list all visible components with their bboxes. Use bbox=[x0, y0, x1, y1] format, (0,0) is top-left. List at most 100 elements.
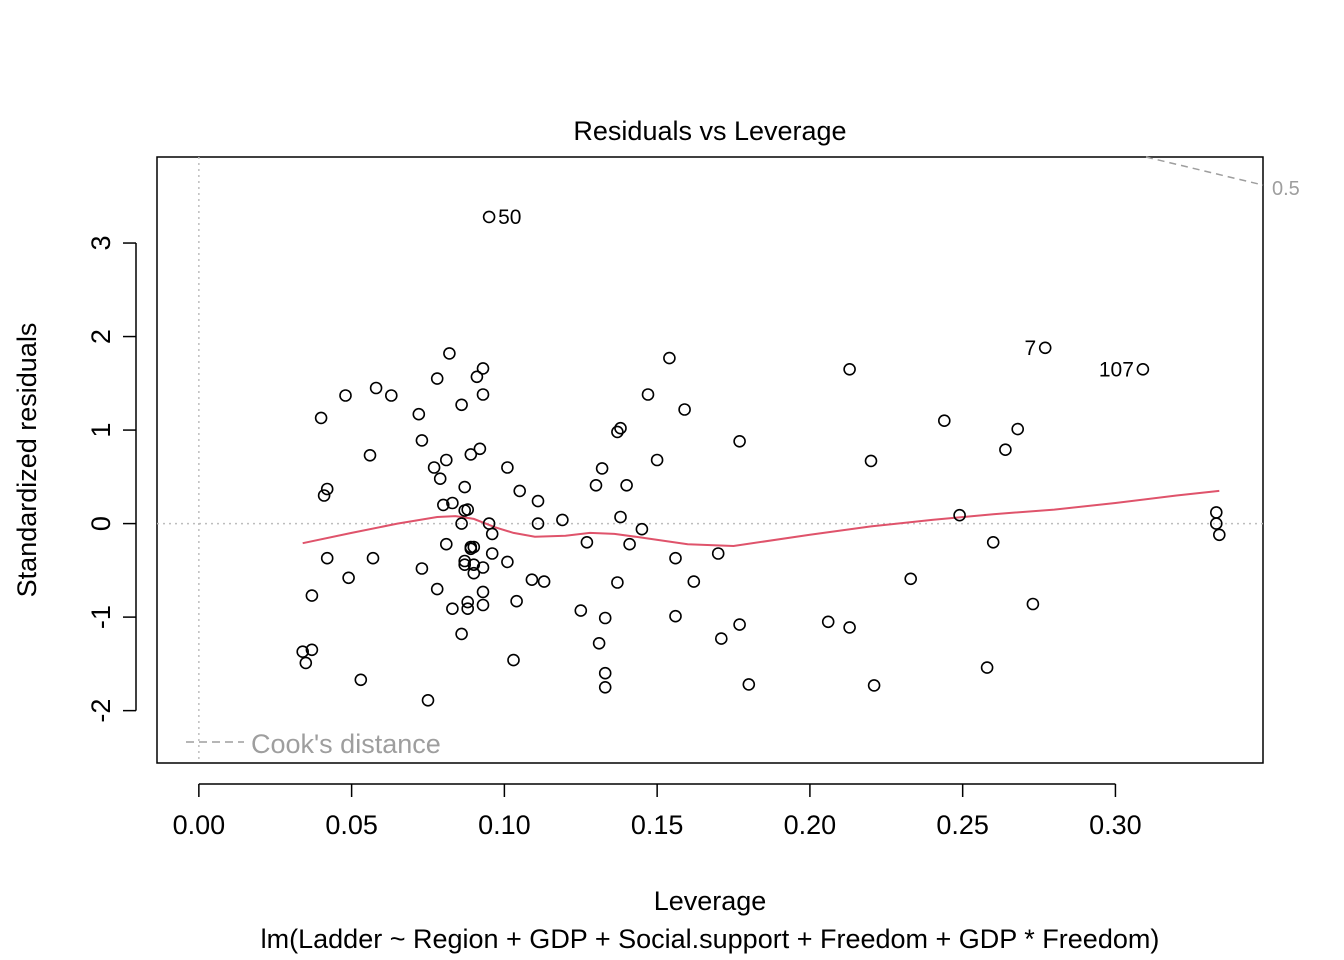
data-point bbox=[320, 482, 334, 496]
data-point bbox=[980, 661, 994, 674]
data-point bbox=[678, 403, 691, 416]
data-point bbox=[461, 602, 475, 616]
data-point bbox=[953, 508, 966, 522]
data-point bbox=[1210, 506, 1223, 519]
data-point bbox=[611, 576, 624, 589]
data-point bbox=[904, 572, 918, 586]
data-point bbox=[507, 653, 520, 667]
data-point bbox=[843, 621, 856, 634]
point-label-7: 7 bbox=[1024, 337, 1036, 360]
x-tick-label: 0.00 bbox=[173, 810, 226, 840]
point-labels-group: 50 7 107 bbox=[498, 206, 1134, 381]
data-point bbox=[1136, 362, 1150, 376]
data-point bbox=[650, 453, 664, 467]
data-point bbox=[1210, 517, 1223, 530]
data-point bbox=[531, 494, 545, 508]
data-point bbox=[611, 425, 624, 439]
data-point bbox=[464, 448, 478, 461]
x-tick-label: 0.20 bbox=[784, 810, 837, 840]
data-point bbox=[461, 595, 475, 609]
data-point bbox=[415, 434, 429, 447]
data-point bbox=[620, 478, 633, 492]
cooks-distance-contour bbox=[1145, 156, 1264, 186]
data-point bbox=[296, 645, 310, 659]
data-point bbox=[455, 398, 468, 412]
data-point bbox=[369, 381, 383, 395]
data-point bbox=[461, 503, 475, 516]
data-point bbox=[476, 362, 490, 375]
data-point bbox=[439, 453, 453, 467]
data-point bbox=[485, 547, 499, 560]
y-tick-label: -1 bbox=[86, 605, 116, 629]
smooth-line bbox=[302, 489, 1220, 548]
data-point bbox=[525, 573, 539, 587]
data-point bbox=[843, 362, 856, 376]
data-point bbox=[467, 566, 481, 580]
data-point bbox=[623, 537, 636, 551]
data-point bbox=[384, 389, 398, 402]
data-point bbox=[430, 372, 444, 385]
data-point bbox=[937, 414, 951, 428]
data-point bbox=[305, 589, 319, 602]
data-point bbox=[1026, 597, 1040, 611]
data-point bbox=[363, 448, 377, 462]
point-label-50: 50 bbox=[498, 206, 521, 229]
data-point bbox=[320, 551, 334, 565]
data-point bbox=[421, 693, 435, 707]
data-point bbox=[412, 407, 426, 421]
y-axis: -2 -1 0 1 2 3 bbox=[86, 235, 137, 723]
data-point bbox=[458, 480, 472, 494]
data-point bbox=[476, 561, 490, 574]
point-label-107: 107 bbox=[1099, 358, 1134, 381]
plot-frame bbox=[156, 156, 1264, 764]
data-point bbox=[314, 411, 328, 425]
data-point bbox=[354, 673, 368, 687]
x-tick-label: 0.25 bbox=[936, 810, 989, 840]
data-point bbox=[669, 609, 682, 623]
legend-label: Cook's distance bbox=[251, 729, 441, 759]
data-point bbox=[485, 527, 499, 541]
x-tick-label: 0.05 bbox=[325, 810, 378, 840]
data-point bbox=[339, 389, 352, 402]
chart-title: Residuals vs Leverage bbox=[573, 116, 846, 146]
y-tick-label: 1 bbox=[86, 423, 116, 438]
y-tick-label: 3 bbox=[86, 235, 116, 250]
data-point bbox=[580, 535, 594, 549]
data-point bbox=[476, 388, 490, 401]
data-point bbox=[733, 618, 746, 631]
data-point bbox=[436, 498, 450, 512]
chart-subtitle: lm(Ladder ~ Region + GDP + Social.suppor… bbox=[261, 924, 1160, 954]
data-point bbox=[592, 636, 606, 650]
data-point bbox=[663, 351, 676, 365]
data-point bbox=[821, 615, 835, 629]
data-point bbox=[714, 632, 728, 645]
data-point bbox=[574, 604, 588, 617]
smooth-curve-group bbox=[302, 489, 1220, 548]
data-point bbox=[467, 558, 481, 572]
data-point bbox=[1011, 422, 1025, 436]
data-point bbox=[433, 472, 447, 486]
data-point bbox=[598, 680, 612, 694]
data-point bbox=[589, 478, 603, 492]
data-point bbox=[733, 434, 746, 448]
data-point bbox=[476, 585, 490, 599]
data-point bbox=[446, 602, 459, 616]
data-point bbox=[556, 513, 569, 527]
data-point bbox=[443, 347, 456, 360]
data-point bbox=[742, 678, 756, 691]
cooks-contour-label: 0.5 bbox=[1272, 178, 1300, 200]
data-point bbox=[513, 484, 527, 498]
y-axis-label: Standardized residuals bbox=[12, 323, 42, 598]
data-point bbox=[446, 496, 459, 510]
data-point bbox=[595, 462, 609, 475]
data-point bbox=[669, 551, 682, 565]
data-point bbox=[510, 594, 523, 608]
data-point bbox=[531, 517, 545, 530]
data-point bbox=[342, 571, 355, 585]
reference-lines bbox=[157, 157, 1263, 763]
data-point bbox=[430, 582, 444, 596]
data-point bbox=[455, 517, 468, 530]
data-point bbox=[439, 537, 453, 551]
points-group bbox=[296, 210, 1226, 707]
